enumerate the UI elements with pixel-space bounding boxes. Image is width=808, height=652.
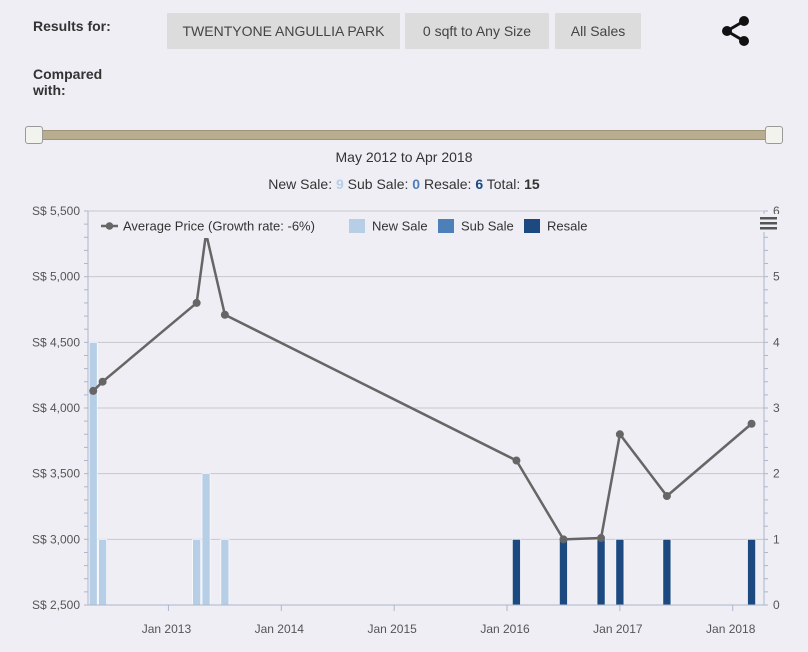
y-right-tick-label: 3 bbox=[773, 401, 780, 415]
average-price-point bbox=[662, 491, 671, 500]
y-right-tick-label: 6 bbox=[773, 204, 780, 218]
y-left-tick-label: S$ 4,500 bbox=[32, 335, 80, 349]
x-tick-label: Jan 2014 bbox=[255, 622, 305, 636]
legend: Average Price (Growth rate: -6%) New Sal… bbox=[95, 214, 595, 238]
resale-count: 6 bbox=[475, 176, 484, 192]
new-sale-bar bbox=[220, 539, 230, 606]
compared-label-line2: with: bbox=[33, 82, 66, 98]
legend-new-sale-swatch bbox=[349, 219, 365, 233]
share-button[interactable] bbox=[718, 13, 754, 49]
x-tick-label: Jan 2013 bbox=[142, 622, 192, 636]
share-icon bbox=[722, 16, 749, 46]
average-price-line bbox=[92, 232, 753, 541]
y-left-tick-label: S$ 2,500 bbox=[32, 598, 80, 612]
average-price-point bbox=[597, 534, 606, 543]
legend-new-sale[interactable]: New Sale bbox=[372, 219, 428, 234]
chart-menu-bar-3 bbox=[760, 227, 777, 230]
new-sale-bar bbox=[192, 539, 201, 606]
new-sale-summary-label: New Sale: bbox=[268, 176, 333, 192]
new-sale-bar bbox=[88, 342, 98, 606]
bar-layer bbox=[88, 342, 756, 606]
chart-menu-bar-1 bbox=[760, 217, 777, 220]
resale-bar bbox=[559, 539, 568, 606]
average-price-point bbox=[559, 535, 568, 544]
legend-sub-sale-swatch bbox=[438, 219, 454, 233]
new-sale-count: 9 bbox=[335, 176, 344, 192]
sale-type-filter-button[interactable]: All Sales bbox=[555, 13, 641, 49]
date-range-text: May 2012 to Apr 2018 bbox=[335, 149, 473, 165]
legend-resale-swatch bbox=[524, 219, 540, 233]
average-price-point bbox=[512, 456, 521, 465]
y-right-tick-label: 1 bbox=[773, 532, 780, 546]
average-price-point bbox=[89, 386, 98, 395]
legend-background bbox=[95, 214, 595, 238]
chart-menu-bar-2 bbox=[760, 222, 777, 225]
x-tick-label: Jan 2016 bbox=[480, 622, 530, 636]
new-sale-bar bbox=[98, 539, 107, 606]
compared-with-label: Compared with: bbox=[33, 66, 102, 98]
x-tick-label: Jan 2015 bbox=[367, 622, 417, 636]
x-tick-label: Jan 2017 bbox=[593, 622, 643, 636]
legend-line-marker bbox=[105, 222, 114, 230]
sub-sale-count: 0 bbox=[412, 176, 421, 192]
legend-sub-sale[interactable]: Sub Sale bbox=[461, 219, 514, 234]
resale-bar bbox=[615, 539, 625, 606]
size-filter-button[interactable]: 0 sqft to Any Size bbox=[405, 13, 549, 49]
legend-resale[interactable]: Resale bbox=[547, 219, 587, 234]
resale-bar bbox=[512, 539, 521, 606]
axis-layer: S$ 5,500 6 S$ 5,000 5 S$ 4,500 4 S$ 4,000 3 S$ 3… bbox=[32, 204, 780, 636]
sub-sale-summary-label: Sub Sale: bbox=[347, 176, 409, 192]
average-price-point bbox=[615, 430, 624, 439]
y-right-tick-label: 5 bbox=[773, 270, 780, 284]
total-count: 15 bbox=[524, 176, 540, 192]
resale-summary-label: Resale: bbox=[423, 176, 472, 192]
grid-layer bbox=[88, 210, 764, 606]
resale-bar bbox=[596, 539, 606, 606]
total-summary-label: Total: bbox=[486, 176, 521, 192]
slider-start-handle[interactable] bbox=[25, 126, 43, 144]
resale-bar bbox=[747, 539, 756, 606]
average-price-point bbox=[220, 310, 229, 319]
project-filter-button[interactable]: TWENTYONE ANGULLIA PARK bbox=[167, 13, 400, 49]
x-tick-label: Jan 2018 bbox=[706, 622, 756, 636]
legend-average-price[interactable]: Average Price (Growth rate: -6%) bbox=[123, 219, 315, 234]
date-range-slider-track[interactable] bbox=[34, 130, 774, 140]
sale-summary: New Sale: 9 Sub Sale: 0 Resale: 6 Total:… bbox=[0, 176, 808, 192]
average-price-point bbox=[98, 377, 107, 386]
y-left-tick-label: S$ 3,000 bbox=[32, 532, 80, 546]
y-left-tick-label: S$ 3,500 bbox=[32, 467, 80, 481]
y-left-tick-label: S$ 5,000 bbox=[32, 270, 80, 284]
average-price-point bbox=[747, 419, 756, 428]
y-right-tick-label: 0 bbox=[773, 598, 780, 612]
y-left-tick-label: S$ 5,500 bbox=[32, 204, 80, 218]
new-sale-bar bbox=[201, 473, 211, 606]
resale-bar bbox=[662, 539, 672, 606]
y-right-tick-label: 2 bbox=[773, 467, 780, 481]
y-right-tick-label: 4 bbox=[773, 335, 780, 349]
results-for-label: Results for: bbox=[33, 18, 111, 34]
compared-label-line1: Compared bbox=[33, 66, 103, 82]
average-price-point bbox=[192, 298, 201, 307]
chart-menu-icon[interactable] bbox=[758, 214, 780, 232]
y-left-tick-label: S$ 4,000 bbox=[32, 401, 80, 415]
slider-end-handle[interactable] bbox=[765, 126, 783, 144]
